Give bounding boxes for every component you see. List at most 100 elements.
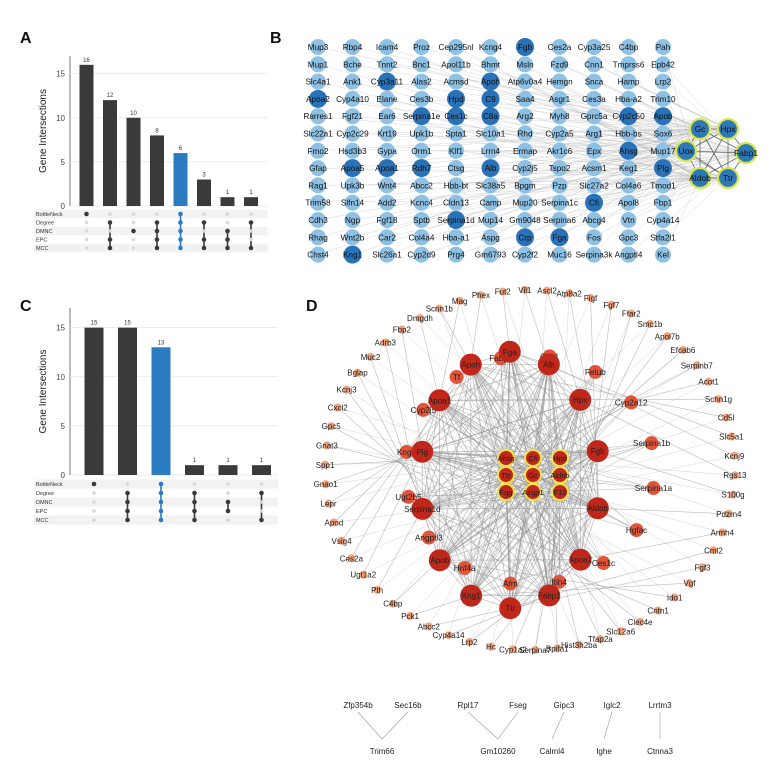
- network-d-inner-node-label: F12: [554, 488, 567, 497]
- upset-a-matrix-row-bg: [34, 243, 268, 253]
- network-d-edge: [464, 457, 561, 569]
- upset-c-matrix-dot: [125, 517, 130, 523]
- network-d: Mag Phex Fut2 Vil1 Ascl2 Atp8a2 Figf Fgf7 Ffar2 S…: [300, 280, 770, 770]
- network-d-edge: [331, 425, 581, 560]
- upset-a-matrix-dot: [225, 212, 230, 216]
- network-b-node-label: Add2: [377, 199, 397, 208]
- network-d-outer-node: [322, 441, 331, 450]
- upset-a-bar: [79, 64, 94, 206]
- network-b-node-label: Col4a6: [616, 181, 642, 190]
- network-b-node: [344, 125, 361, 142]
- network-b-node: [448, 73, 464, 90]
- network-d-edge: [464, 491, 507, 569]
- network-b-node-label: Ahsg: [619, 147, 638, 156]
- network-b-node-label: Ces1c: [444, 112, 467, 121]
- network-d-mid-node-label: Cyp2a12: [615, 398, 648, 407]
- network-b-node-label: Fgf21: [342, 112, 363, 121]
- network-b-node: [344, 90, 361, 107]
- upset-a-bar: [150, 135, 164, 206]
- upset-c-matrix-dot: [158, 490, 164, 496]
- network-b-node: [309, 89, 327, 108]
- network-b-edge: [524, 98, 747, 154]
- upset-a-matrix-dot: [154, 237, 160, 242]
- network-d-mid-node-label: Serpina1a: [635, 484, 673, 493]
- network-b-hub-label: Aldob: [689, 173, 711, 183]
- network-d-outer-node-label: Vgf: [684, 579, 697, 588]
- network-d-core-node: [538, 584, 561, 607]
- network-b-node-label: Mup3: [308, 43, 329, 52]
- network-d-mid-node: [503, 576, 518, 591]
- network-b-node-label: Slc4a1: [305, 78, 330, 87]
- network-b-edge: [490, 150, 687, 203]
- network-d-edge: [470, 491, 561, 596]
- network-b-node: [620, 56, 637, 73]
- network-b-node: [482, 142, 499, 159]
- network-d-edge: [422, 451, 507, 493]
- panel-label-b: B: [270, 30, 282, 47]
- network-b-node-label: Plg: [657, 164, 669, 173]
- network-d-core-node-label: Fabp1: [538, 591, 561, 600]
- upset-c-matrix-dot: [158, 508, 164, 514]
- network-b-node-label: Acmsd: [443, 78, 468, 87]
- network-d-edge: [428, 474, 507, 538]
- network-d-core-node-label: Serpina1d: [404, 505, 440, 514]
- network-d-isolated-node-label: Gm10260: [480, 747, 516, 756]
- network-d-core-node: [569, 548, 592, 571]
- network-d-edge: [505, 399, 581, 476]
- network-d-edge: [351, 400, 440, 559]
- network-d-outer-node: [347, 554, 356, 563]
- upset-a-matrix-dot: [201, 237, 207, 242]
- network-b-node: [413, 39, 430, 55]
- network-b-hub-node: [716, 166, 740, 190]
- upset-a-matrix-dot: [84, 211, 89, 217]
- network-d-mid-node: [399, 444, 414, 459]
- network-b-node-label: Fmo2: [308, 147, 329, 156]
- network-d-mid-node: [644, 436, 659, 451]
- panel-label-c: C: [20, 298, 32, 315]
- panel-label-d: D: [306, 298, 318, 315]
- network-b-node: [551, 194, 568, 211]
- network-b-node-label: Abcc2: [410, 181, 433, 190]
- network-b-node: [413, 212, 430, 228]
- network-b-node: [586, 108, 602, 125]
- network-d-mid-node: [646, 481, 661, 496]
- network-b-node-label: Gfap: [309, 164, 327, 173]
- network-b-node: [482, 246, 499, 263]
- network-d-edge: [422, 364, 550, 510]
- network-d-edge: [428, 607, 511, 627]
- network-b-node: [447, 89, 465, 108]
- network-b-node-label: Apoh: [481, 78, 501, 87]
- network-d-inner-node-label: Gc: [528, 471, 538, 480]
- network-d-outer-node: [722, 413, 731, 422]
- network-d-outer-node: [607, 300, 616, 309]
- network-d-edge: [376, 508, 423, 591]
- network-d-edge: [509, 508, 599, 609]
- network-b-node-label: Orm1: [411, 147, 432, 156]
- upset-c-set-label: EPC: [36, 509, 47, 515]
- network-d-edge: [439, 491, 507, 561]
- network-b-node: [655, 177, 671, 194]
- network-d-outer-node: [342, 385, 351, 394]
- network-b-node: [447, 107, 465, 126]
- network-b-node-label: Snca: [585, 78, 604, 87]
- network-b-node: [517, 142, 533, 159]
- network-d-edge: [439, 364, 550, 561]
- network-d-edge: [422, 457, 561, 510]
- network-b-node-label: Kcnc4: [410, 199, 433, 208]
- upset-c-matrix-dot: [192, 508, 197, 514]
- upset-a-matrix-dot: [154, 228, 160, 234]
- network-d-core-node-label: Fgb: [591, 447, 605, 456]
- network-d-core-node-label: Kng1: [462, 592, 481, 601]
- network-b-edge: [317, 128, 701, 255]
- network-d-outer-node-label: Serpinb7: [681, 361, 714, 370]
- network-d-isolated-node-label: Sec16b: [394, 701, 422, 710]
- network-b-node-label: Cyp4a10: [336, 95, 369, 104]
- network-d-edge: [500, 358, 561, 493]
- network-b-node-label: Ear6: [378, 112, 396, 121]
- network-b-node: [310, 212, 326, 228]
- network-d-inner-node-label: Cfi: [528, 454, 538, 463]
- network-b-node-label: Hemgn: [546, 78, 573, 87]
- network-d-outer-node-label: Cyp4a14: [433, 631, 466, 640]
- network-d-edge: [470, 295, 482, 365]
- network-b-node: [551, 160, 568, 177]
